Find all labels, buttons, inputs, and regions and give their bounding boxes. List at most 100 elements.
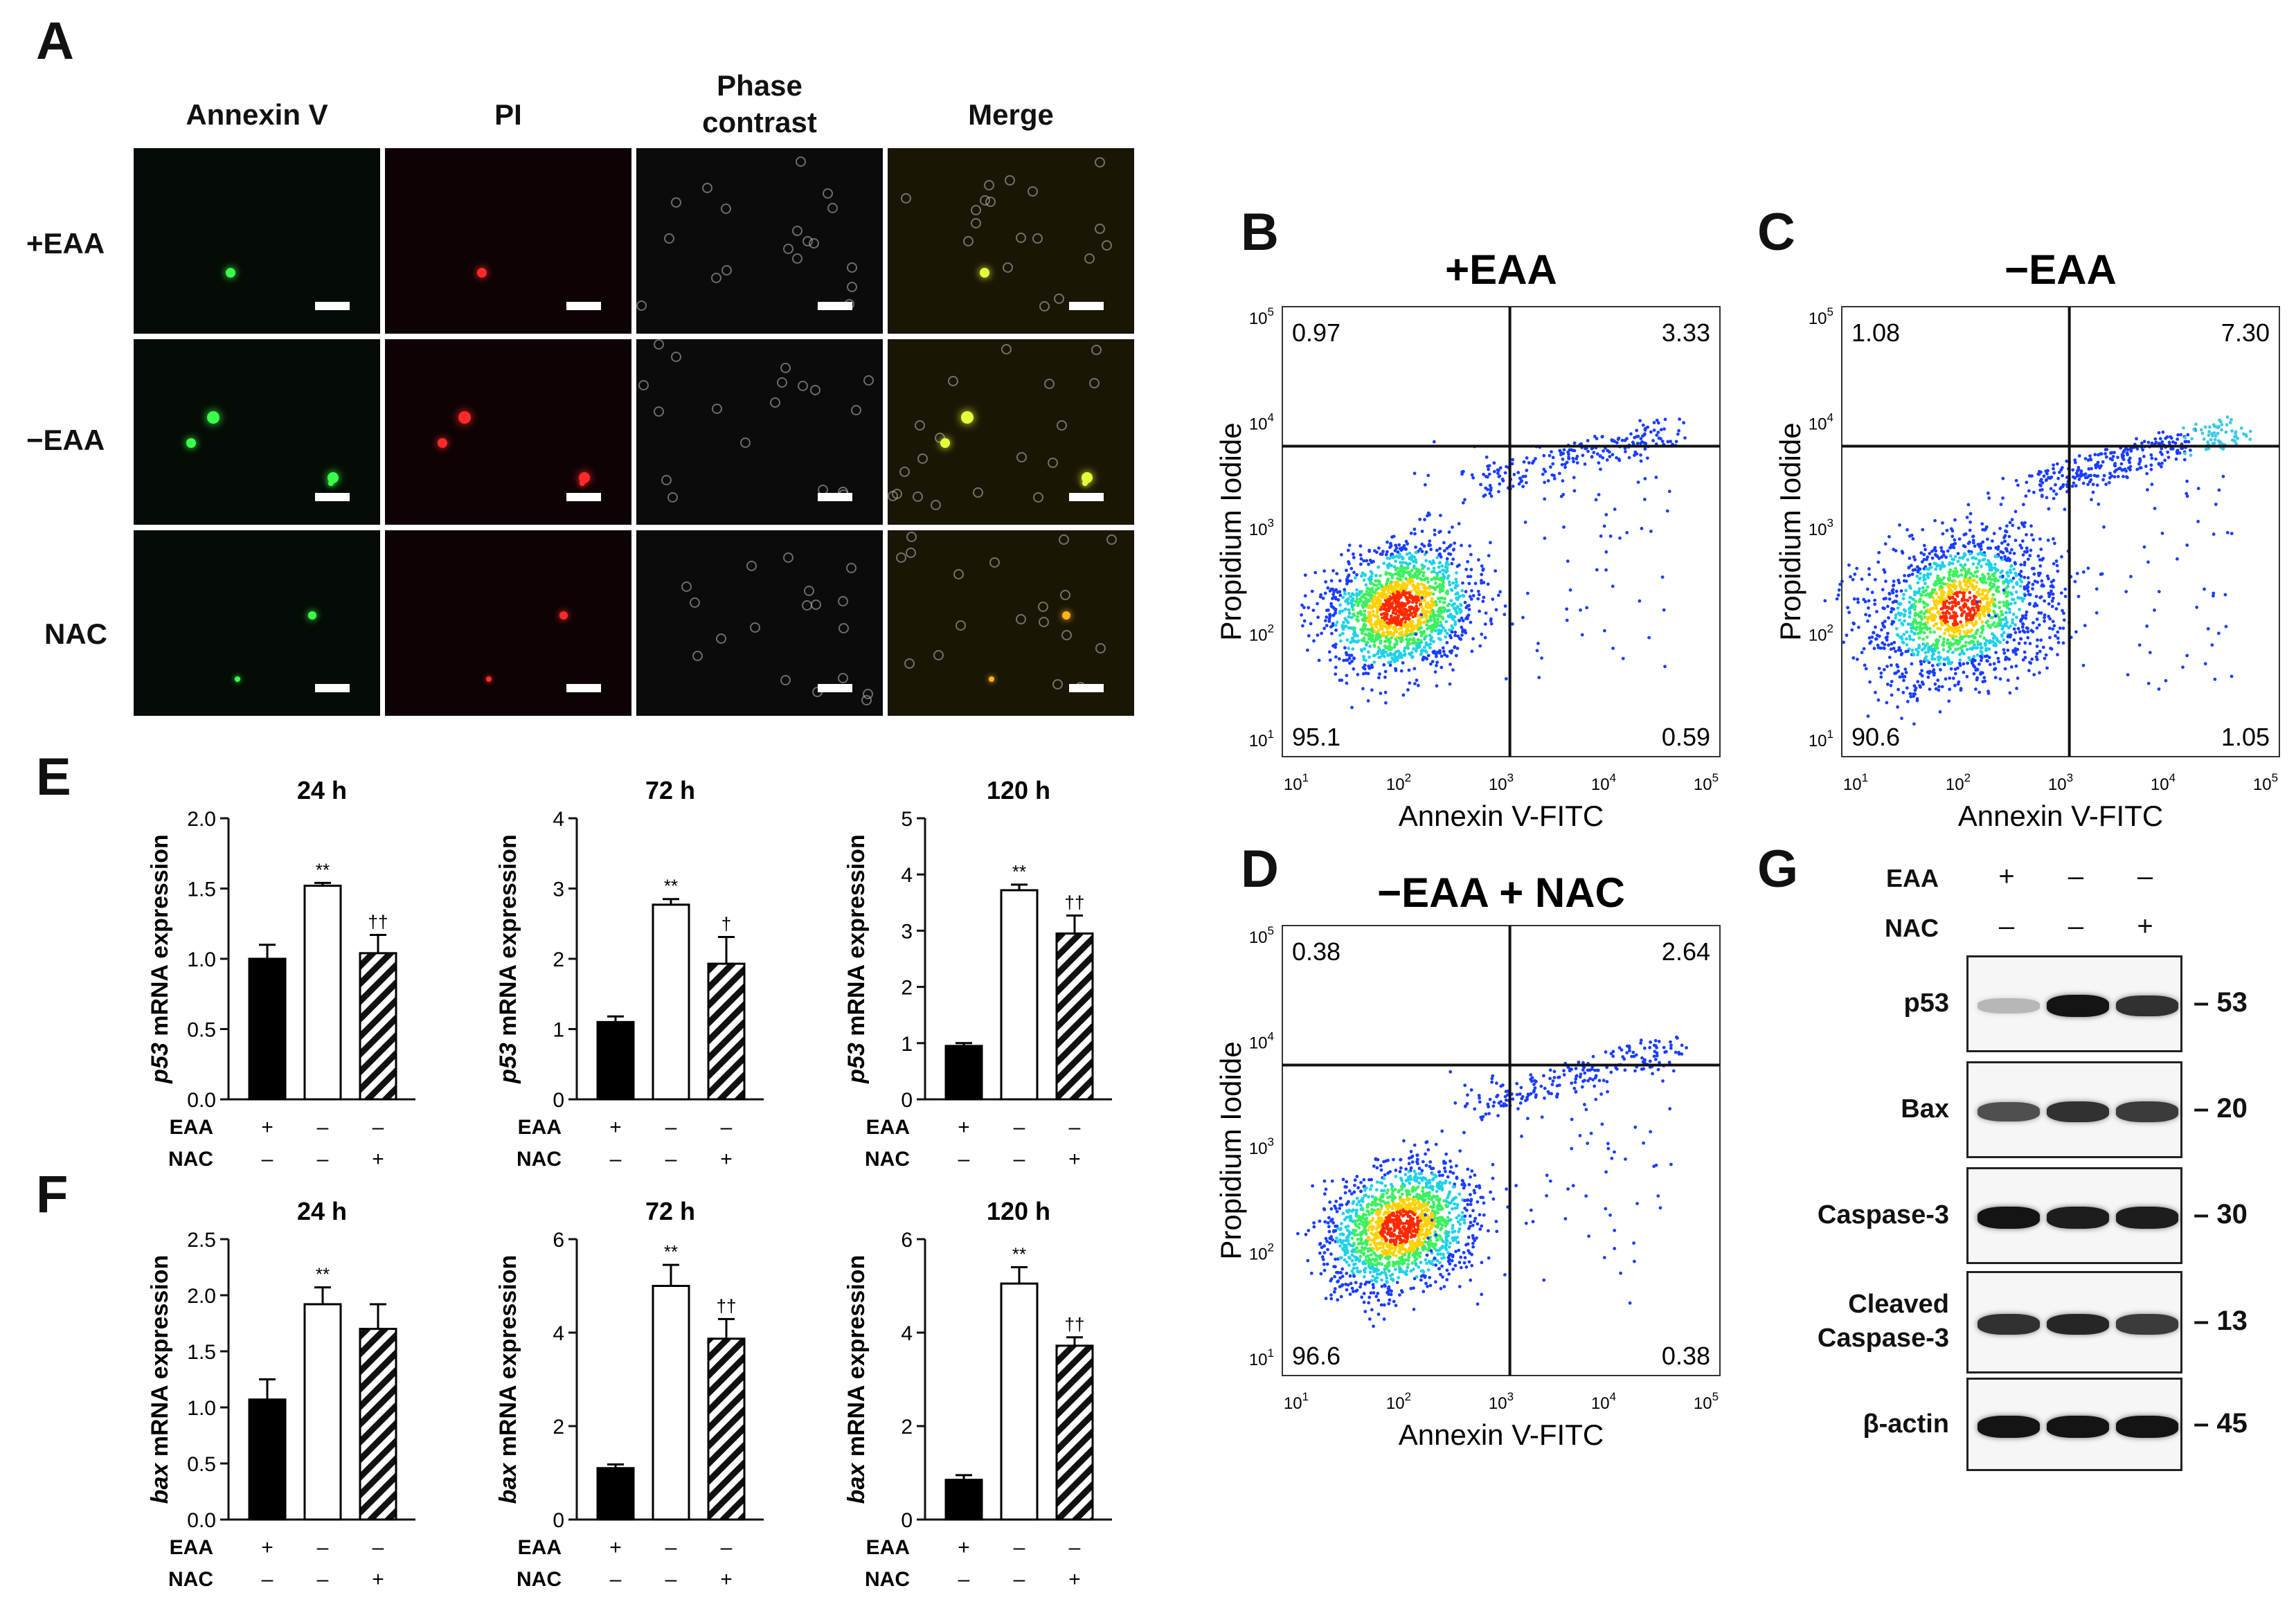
fluorescent-cell bbox=[207, 411, 219, 424]
event-dot bbox=[1345, 638, 1349, 642]
cell-outline bbox=[953, 569, 964, 579]
cell-outline bbox=[810, 385, 820, 395]
cell-outline bbox=[901, 193, 911, 204]
cell-outline bbox=[904, 658, 915, 669]
cell-outline bbox=[1089, 378, 1100, 388]
event-dot bbox=[1378, 579, 1381, 584]
event-dot bbox=[1455, 571, 1458, 575]
cell-outline bbox=[1032, 233, 1043, 244]
cell-outline bbox=[1061, 630, 1072, 640]
fluorescent-cell bbox=[980, 268, 989, 278]
event-dot bbox=[1374, 579, 1377, 583]
cell-outline bbox=[798, 381, 808, 391]
event-dot bbox=[1368, 591, 1372, 595]
event-dot bbox=[1376, 645, 1381, 649]
cell-outline bbox=[770, 397, 780, 408]
panel-label-b: B bbox=[1241, 203, 1279, 262]
event-dot bbox=[1408, 681, 1412, 685]
fluorescent-cell bbox=[940, 438, 950, 448]
event-dot bbox=[1478, 609, 1482, 613]
cell-outline bbox=[681, 582, 692, 592]
event-dot bbox=[1363, 663, 1367, 667]
scale-bar bbox=[1069, 493, 1104, 501]
event-dot bbox=[1425, 623, 1429, 627]
micrograph bbox=[888, 148, 1134, 334]
micrograph bbox=[888, 339, 1134, 525]
event-dot bbox=[1419, 582, 1424, 586]
event-dot bbox=[1496, 593, 1500, 597]
event-dot bbox=[1463, 600, 1467, 604]
event-dot bbox=[1439, 606, 1443, 610]
event-dot bbox=[1379, 574, 1382, 578]
event-dot bbox=[1415, 604, 1418, 608]
cell-outline bbox=[863, 375, 874, 386]
event-dot bbox=[1404, 577, 1408, 581]
panel-label-g: G bbox=[1757, 840, 1799, 899]
event-dot bbox=[1383, 640, 1387, 644]
event-dot bbox=[1392, 618, 1395, 622]
cell-outline bbox=[716, 633, 726, 644]
event-dot bbox=[1328, 658, 1332, 662]
cell-outline bbox=[851, 405, 861, 415]
micrograph bbox=[134, 339, 380, 525]
cell-outline bbox=[792, 226, 802, 236]
event-dot bbox=[1360, 631, 1364, 635]
fluorescent-cell bbox=[961, 411, 974, 424]
event-dot bbox=[1392, 645, 1397, 649]
cell-outline bbox=[971, 205, 981, 215]
event-dot bbox=[1302, 606, 1306, 609]
scale-bar bbox=[566, 684, 601, 692]
event-dot bbox=[1311, 609, 1316, 612]
cell-outline bbox=[956, 620, 966, 631]
event-dot bbox=[1489, 622, 1494, 626]
event-dot bbox=[1367, 655, 1371, 659]
cell-outline bbox=[1016, 233, 1026, 243]
cell-outline bbox=[667, 492, 678, 503]
cell-outline bbox=[973, 487, 983, 498]
cell-outline bbox=[984, 180, 994, 190]
event-dot bbox=[1338, 678, 1342, 682]
event-dot bbox=[1466, 575, 1470, 579]
event-dot bbox=[1401, 561, 1405, 564]
event-dot bbox=[1359, 557, 1363, 561]
cell-outline bbox=[838, 673, 848, 683]
cell-outline bbox=[1106, 534, 1117, 545]
event-dot bbox=[1313, 570, 1318, 575]
event-dot bbox=[1419, 547, 1422, 551]
event-dot bbox=[1467, 608, 1471, 611]
cell-outline bbox=[847, 282, 857, 292]
row-label-nac: NAC bbox=[44, 618, 107, 650]
event-dot bbox=[1439, 620, 1442, 624]
event-dot bbox=[1438, 600, 1442, 604]
event-dot bbox=[1438, 582, 1442, 586]
cell-outline bbox=[1052, 679, 1063, 690]
cell-outline bbox=[777, 377, 787, 388]
cell-outline bbox=[1054, 294, 1064, 304]
event-dot bbox=[1460, 633, 1464, 637]
event-dot bbox=[1379, 692, 1383, 695]
micrograph bbox=[385, 339, 631, 525]
micrograph bbox=[636, 339, 883, 525]
event-dot bbox=[1331, 622, 1335, 626]
cell-outline bbox=[1028, 186, 1038, 197]
cell-outline bbox=[1016, 614, 1026, 624]
event-dot bbox=[1401, 693, 1406, 697]
micrograph bbox=[134, 530, 380, 716]
event-dot bbox=[1334, 588, 1338, 592]
event-dot bbox=[1383, 690, 1388, 694]
event-dot bbox=[1347, 592, 1351, 595]
event-dot bbox=[1316, 602, 1319, 606]
fluorescent-cell bbox=[580, 480, 585, 486]
panel-label-a: A bbox=[36, 12, 74, 71]
cell-outline bbox=[792, 253, 802, 264]
micrograph bbox=[888, 530, 1134, 716]
cell-outline bbox=[892, 489, 902, 499]
row-label-plus-eaa: +EAA bbox=[26, 227, 105, 260]
fluorescent-cell bbox=[226, 268, 235, 278]
event-dot bbox=[1329, 602, 1333, 606]
cell-outline bbox=[721, 265, 732, 276]
event-dot bbox=[1480, 564, 1484, 568]
row-label-minus-eaa: −EAA bbox=[26, 424, 105, 456]
panel-label-e: E bbox=[36, 748, 71, 806]
event-dot bbox=[1303, 573, 1307, 577]
